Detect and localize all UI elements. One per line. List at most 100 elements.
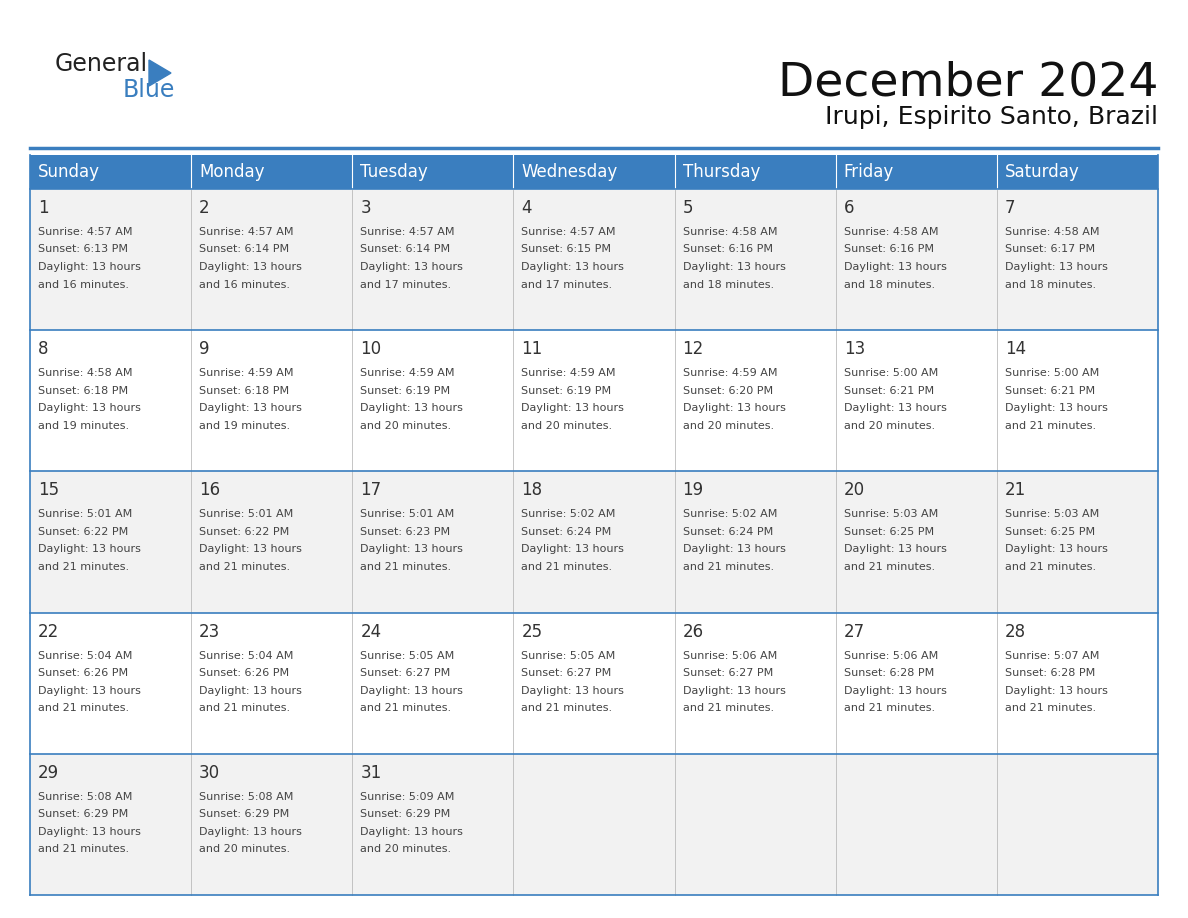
Text: Sunset: 6:24 PM: Sunset: 6:24 PM [683,527,773,537]
Text: Sunrise: 4:59 AM: Sunrise: 4:59 AM [200,368,293,378]
Text: 22: 22 [38,622,59,641]
Text: 7: 7 [1005,199,1016,217]
Text: Sunrise: 5:00 AM: Sunrise: 5:00 AM [1005,368,1099,378]
Text: Daylight: 13 hours: Daylight: 13 hours [38,544,141,554]
Text: and 21 minutes.: and 21 minutes. [683,703,773,713]
Text: General: General [55,52,148,76]
Text: 21: 21 [1005,481,1026,499]
Text: Daylight: 13 hours: Daylight: 13 hours [360,686,463,696]
Text: 16: 16 [200,481,220,499]
Text: Daylight: 13 hours: Daylight: 13 hours [522,403,625,413]
Text: Sunset: 6:28 PM: Sunset: 6:28 PM [1005,668,1095,678]
Text: and 21 minutes.: and 21 minutes. [360,703,451,713]
Text: 28: 28 [1005,622,1026,641]
Text: Sunset: 6:21 PM: Sunset: 6:21 PM [1005,386,1095,396]
Bar [513,155,675,189]
Text: Sunrise: 4:59 AM: Sunrise: 4:59 AM [360,368,455,378]
Text: Sunrise: 5:04 AM: Sunrise: 5:04 AM [38,651,132,661]
Text: 5: 5 [683,199,693,217]
Text: Daylight: 13 hours: Daylight: 13 hours [683,403,785,413]
Text: Daylight: 13 hours: Daylight: 13 hours [200,686,302,696]
Text: Sunrise: 5:01 AM: Sunrise: 5:01 AM [38,509,132,520]
Text: Sunset: 6:16 PM: Sunset: 6:16 PM [843,244,934,254]
Text: Sunrise: 5:06 AM: Sunrise: 5:06 AM [843,651,939,661]
Text: Daylight: 13 hours: Daylight: 13 hours [360,262,463,272]
Text: and 21 minutes.: and 21 minutes. [522,562,613,572]
Bar [835,155,997,189]
Text: Daylight: 13 hours: Daylight: 13 hours [38,262,141,272]
Text: December 2024: December 2024 [777,60,1158,105]
Text: Sunrise: 5:06 AM: Sunrise: 5:06 AM [683,651,777,661]
Text: Thursday: Thursday [683,163,760,181]
Text: Sunset: 6:14 PM: Sunset: 6:14 PM [360,244,450,254]
Text: Irupi, Espirito Santo, Brazil: Irupi, Espirito Santo, Brazil [824,105,1158,129]
Text: Sunset: 6:18 PM: Sunset: 6:18 PM [200,386,289,396]
Text: Daylight: 13 hours: Daylight: 13 hours [360,403,463,413]
Text: Daylight: 13 hours: Daylight: 13 hours [38,686,141,696]
Text: Daylight: 13 hours: Daylight: 13 hours [843,544,947,554]
Text: and 17 minutes.: and 17 minutes. [522,279,613,289]
Text: Sunset: 6:19 PM: Sunset: 6:19 PM [360,386,450,396]
Text: 29: 29 [38,764,59,782]
Text: and 20 minutes.: and 20 minutes. [360,420,451,431]
Text: Sunrise: 4:57 AM: Sunrise: 4:57 AM [360,227,455,237]
Text: Sunrise: 4:59 AM: Sunrise: 4:59 AM [522,368,615,378]
Text: and 20 minutes.: and 20 minutes. [522,420,613,431]
Text: Sunset: 6:14 PM: Sunset: 6:14 PM [200,244,289,254]
Text: Sunset: 6:25 PM: Sunset: 6:25 PM [1005,527,1095,537]
Text: and 20 minutes.: and 20 minutes. [843,420,935,431]
Text: Sunrise: 5:07 AM: Sunrise: 5:07 AM [1005,651,1099,661]
Text: and 19 minutes.: and 19 minutes. [38,420,129,431]
Text: 12: 12 [683,341,703,358]
Text: Sunset: 6:27 PM: Sunset: 6:27 PM [360,668,450,678]
Text: Daylight: 13 hours: Daylight: 13 hours [843,403,947,413]
Text: Sunrise: 5:05 AM: Sunrise: 5:05 AM [522,651,615,661]
Text: Sunrise: 4:59 AM: Sunrise: 4:59 AM [683,368,777,378]
Text: Sunrise: 5:08 AM: Sunrise: 5:08 AM [200,792,293,801]
Text: Sunset: 6:29 PM: Sunset: 6:29 PM [360,810,450,819]
Text: Daylight: 13 hours: Daylight: 13 hours [360,827,463,837]
Text: Sunrise: 4:57 AM: Sunrise: 4:57 AM [38,227,133,237]
Text: Sunset: 6:23 PM: Sunset: 6:23 PM [360,527,450,537]
Text: Daylight: 13 hours: Daylight: 13 hours [38,827,141,837]
Text: Sunset: 6:25 PM: Sunset: 6:25 PM [843,527,934,537]
Text: Sunset: 6:29 PM: Sunset: 6:29 PM [200,810,290,819]
Text: 14: 14 [1005,341,1026,358]
Bar [675,155,835,189]
Polygon shape [148,60,171,86]
Text: and 16 minutes.: and 16 minutes. [38,279,129,289]
Text: Sunrise: 4:58 AM: Sunrise: 4:58 AM [683,227,777,237]
Text: Sunday: Sunday [38,163,100,181]
Text: and 21 minutes.: and 21 minutes. [38,562,129,572]
Text: Daylight: 13 hours: Daylight: 13 hours [1005,262,1107,272]
Bar [997,155,1158,189]
Text: 17: 17 [360,481,381,499]
Text: Daylight: 13 hours: Daylight: 13 hours [683,262,785,272]
Text: and 21 minutes.: and 21 minutes. [843,562,935,572]
Text: Sunset: 6:28 PM: Sunset: 6:28 PM [843,668,934,678]
Text: 27: 27 [843,622,865,641]
Text: 19: 19 [683,481,703,499]
Text: Sunrise: 4:57 AM: Sunrise: 4:57 AM [200,227,293,237]
Text: Daylight: 13 hours: Daylight: 13 hours [683,686,785,696]
Text: 20: 20 [843,481,865,499]
Text: Daylight: 13 hours: Daylight: 13 hours [200,262,302,272]
Text: 10: 10 [360,341,381,358]
Text: Daylight: 13 hours: Daylight: 13 hours [522,686,625,696]
Text: and 18 minutes.: and 18 minutes. [1005,279,1097,289]
Text: 2: 2 [200,199,210,217]
Text: Daylight: 13 hours: Daylight: 13 hours [200,544,302,554]
Text: 8: 8 [38,341,49,358]
Text: Daylight: 13 hours: Daylight: 13 hours [843,686,947,696]
Text: and 21 minutes.: and 21 minutes. [38,703,129,713]
Text: Daylight: 13 hours: Daylight: 13 hours [1005,544,1107,554]
Text: Sunset: 6:26 PM: Sunset: 6:26 PM [200,668,289,678]
Text: and 20 minutes.: and 20 minutes. [683,420,773,431]
Text: Sunset: 6:29 PM: Sunset: 6:29 PM [38,810,128,819]
Text: and 21 minutes.: and 21 minutes. [683,562,773,572]
Text: Saturday: Saturday [1005,163,1080,181]
Text: and 20 minutes.: and 20 minutes. [200,845,290,855]
Text: Sunrise: 4:57 AM: Sunrise: 4:57 AM [522,227,615,237]
Text: and 17 minutes.: and 17 minutes. [360,279,451,289]
Bar [30,155,191,189]
